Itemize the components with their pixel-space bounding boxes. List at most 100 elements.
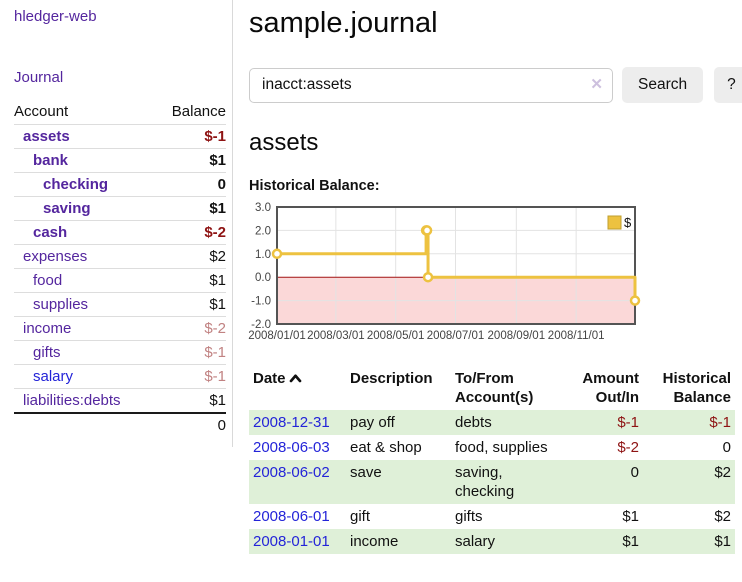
- register-balance: $2: [714, 464, 731, 481]
- account-balance: $-1: [204, 368, 226, 385]
- account-link[interactable]: supplies: [33, 296, 89, 313]
- register-row: 2008-01-01 income salary $1 $1: [249, 529, 735, 554]
- y-tick-label: -2.0: [251, 319, 271, 331]
- account-link[interactable]: salary: [33, 368, 74, 385]
- register-accounts: salary: [455, 533, 496, 550]
- register-description: pay off: [350, 414, 395, 431]
- accounts-body: assets $-1 bank $1 checking 0 saving $1 cash $-2 e…: [14, 124, 226, 414]
- y-tick-label: -1.0: [251, 296, 271, 308]
- plot-border: [276, 206, 636, 325]
- search-row: ✕ Search ?: [249, 67, 742, 103]
- register-description: save: [350, 464, 382, 481]
- account-balance: $-2: [204, 224, 226, 241]
- account-row: liabilities:debts $1: [14, 388, 226, 414]
- account-row: gifts $-1: [14, 340, 226, 365]
- x-tick-label: 2008/05/01: [367, 330, 425, 342]
- register-balance: 0: [722, 439, 731, 456]
- account-row: checking 0: [14, 172, 226, 197]
- x-tick-label: 2008/07/01: [427, 330, 485, 342]
- register-date-link[interactable]: 2008-06-01: [253, 508, 330, 525]
- accounts-table: Account Balance assets $-1 bank $1 checking 0…: [14, 100, 226, 437]
- account-balance: $1: [209, 296, 226, 313]
- search-button[interactable]: Search: [622, 67, 704, 103]
- account-row: supplies $1: [14, 292, 226, 317]
- app-title-link[interactable]: hledger-web: [14, 8, 97, 25]
- register-date-link[interactable]: 2008-12-31: [253, 414, 330, 431]
- register-amount: $-2: [617, 439, 639, 456]
- y-tick-label: 0.0: [255, 272, 271, 284]
- x-tick-label: 2008/09/01: [488, 330, 546, 342]
- register-balance: $-1: [709, 414, 731, 431]
- data-point-marker: [271, 248, 283, 260]
- register-row: 2008-06-02 save saving, checking 0 $2: [249, 460, 735, 504]
- account-link[interactable]: expenses: [23, 248, 88, 265]
- y-tick-label: 3.0: [255, 202, 271, 214]
- account-row: food $1: [14, 268, 226, 293]
- account-link[interactable]: assets: [23, 128, 70, 145]
- register-amount: $-1: [617, 414, 639, 431]
- accounts-header-balance: Balance: [171, 103, 226, 120]
- col-balance: Historical Balance: [662, 370, 731, 406]
- account-link[interactable]: cash: [33, 224, 68, 241]
- chart-title: Historical Balance:: [249, 178, 380, 194]
- page-title: sample.journal: [249, 7, 438, 39]
- register-description: gift: [350, 508, 371, 525]
- register-row: 2008-06-03 eat & shop food, supplies $-2 0: [249, 435, 735, 460]
- account-balance: $-1: [204, 344, 226, 361]
- account-balance: 0: [217, 176, 226, 193]
- register-accounts: debts: [455, 414, 492, 431]
- account-balance: $-2: [204, 320, 226, 337]
- clear-search-icon[interactable]: ✕: [590, 75, 603, 93]
- account-link[interactable]: bank: [33, 152, 69, 169]
- col-amount: Amount Out/In: [582, 370, 639, 406]
- account-link[interactable]: income: [23, 320, 72, 337]
- app-layout: hledger-web Journal Account Balance asse…: [0, 0, 742, 554]
- register-row: 2008-12-31 pay off debts $-1 $-1: [249, 410, 735, 435]
- account-link[interactable]: liabilities:debts: [23, 392, 121, 409]
- account-link[interactable]: checking: [43, 176, 109, 193]
- register-header-row: Date Description To/From Account(s) Amou…: [249, 367, 735, 410]
- account-link[interactable]: gifts: [33, 344, 61, 361]
- account-balance: $1: [209, 200, 226, 217]
- register-row: 2008-06-01 gift gifts $1 $2: [249, 504, 735, 529]
- register-description: income: [350, 533, 399, 550]
- account-row: salary $-1: [14, 364, 226, 389]
- account-row: assets $-1: [14, 124, 226, 149]
- data-point-marker: [421, 225, 433, 236]
- historical-balance-chart[interactable]: 3.0 2.0 1.0 0.0 -1.0 -2.0 2008/01/01 2008/03/01…: [241, 202, 643, 350]
- data-point-marker: [629, 295, 641, 306]
- y-tick-label: 1.0: [255, 249, 271, 261]
- register-accounts: saving, checking: [455, 464, 515, 500]
- account-balance: $1: [209, 392, 226, 409]
- register-date-link[interactable]: 2008-06-03: [253, 439, 330, 456]
- register-balance: $1: [714, 533, 731, 550]
- account-row: cash $-2: [14, 220, 226, 245]
- register-date-link[interactable]: 2008-01-01: [253, 533, 330, 550]
- account-link[interactable]: saving: [43, 200, 91, 217]
- x-tick-label: 2008/01/01: [248, 330, 306, 342]
- account-balance: $1: [209, 152, 226, 169]
- sidebar-item-journal[interactable]: Journal: [14, 69, 64, 86]
- y-tick-label: 2.0: [255, 225, 271, 237]
- sidebar: hledger-web Journal Account Balance asse…: [0, 0, 233, 447]
- search-box: ✕: [249, 67, 613, 103]
- data-point-marker: [422, 271, 434, 283]
- search-input[interactable]: [249, 67, 613, 103]
- register-amount: $1: [622, 508, 639, 525]
- register-date-link[interactable]: 2008-06-02: [253, 464, 330, 481]
- x-tick-label: 2008/03/01: [307, 330, 365, 342]
- help-button[interactable]: ?: [714, 67, 742, 103]
- register-body: 2008-12-31 pay off debts $-1 $-1 2008-06-03 ea…: [249, 410, 735, 554]
- account-row: income $-2: [14, 316, 226, 341]
- account-link[interactable]: food: [33, 272, 63, 289]
- accounts-total-row: 0: [14, 413, 226, 437]
- legend-swatch: [607, 215, 622, 230]
- register-table: Date Description To/From Account(s) Amou…: [249, 367, 735, 554]
- register-balance: $2: [714, 508, 731, 525]
- account-heading: assets: [249, 129, 319, 156]
- x-tick-label: 2008/11/01: [548, 330, 605, 342]
- account-balance: $2: [209, 248, 226, 265]
- account-row: bank $1: [14, 148, 226, 173]
- col-accounts: To/From Account(s): [455, 370, 534, 406]
